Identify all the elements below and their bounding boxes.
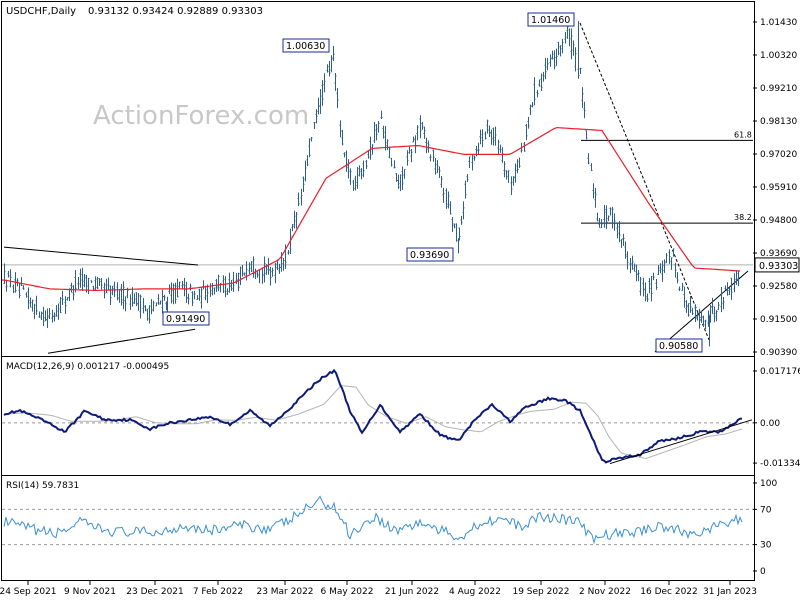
fib-level-label: 38.2 <box>734 213 752 222</box>
macd-title: MACD(12,26,9) 0.001217 -0.000495 <box>6 362 169 372</box>
x-tick-label: 7 Feb 2022 <box>193 587 243 597</box>
annotation-box <box>406 247 454 262</box>
x-tick-label: 23 Mar 2022 <box>256 587 313 597</box>
rsi-line <box>3 495 743 545</box>
symbol-label: USDCHF,Daily <box>6 6 76 17</box>
x-tick-label: 19 Sep 2022 <box>512 587 569 597</box>
macd-trendline <box>609 419 753 465</box>
price-tick-label: 1.01430 <box>760 18 797 28</box>
price-tick-label: 0.94800 <box>760 216 797 226</box>
price-tick-label: 0.93690 <box>760 249 797 259</box>
macd-tick-label: 0.00 <box>760 419 780 429</box>
ohlc-label: 0.93132 0.93424 0.92889 0.93303 <box>88 6 263 17</box>
price-tick-label: 0.97020 <box>760 150 797 160</box>
x-tick-label: 16 Dec 2022 <box>640 587 698 597</box>
annotation-label: 1.01460 <box>531 15 570 26</box>
annotation-label: 1.00630 <box>286 41 325 52</box>
rsi-tick-label: 30 <box>760 541 772 551</box>
trendline-dashed <box>579 22 710 340</box>
price-axis: 1.01430 1.00320 0.99210 0.98130 0.97020 0.959… <box>753 18 800 358</box>
price-tick-label: 0.98130 <box>760 117 797 127</box>
x-axis: 24 Sep 2021 9 Nov 2021 23 Dec 2021 7 Feb 20… <box>0 581 757 597</box>
rsi-plot <box>2 495 753 546</box>
rsi-tick-label: 100 <box>760 479 777 489</box>
price-tick-label: 0.90390 <box>760 348 797 358</box>
annotation-label: 0.90580 <box>659 341 698 352</box>
annotation-label: 0.93690 <box>410 250 449 261</box>
x-tick-label: 6 May 2022 <box>321 587 374 597</box>
annotation-box <box>282 38 330 53</box>
macd-plot <box>2 368 753 465</box>
price-annotations: 1.00630 1.01460 0.93690 0.91490 0.90580 <box>162 12 703 353</box>
price-trendlines <box>3 22 749 354</box>
x-tick-label: 23 Dec 2021 <box>126 587 184 597</box>
x-tick-label: 21 Jun 2022 <box>385 587 439 597</box>
price-grid: 61.8 38.2 <box>2 130 753 266</box>
trendline-lower <box>47 328 196 354</box>
current-price-box <box>754 257 800 273</box>
macd-signal-line <box>4 385 743 460</box>
rsi-title: RSI(14) 59.7831 <box>6 481 79 491</box>
trendline-upper <box>3 246 199 266</box>
moving-average <box>1 126 741 291</box>
fib-level-label: 61.8 <box>734 130 752 139</box>
watermark: ActionForex.com <box>93 101 309 131</box>
macd-axis: 0.017176 0.00 -0.01334 <box>753 367 800 469</box>
price-candles <box>3 21 740 347</box>
annotation-label: 0.91490 <box>166 314 205 325</box>
macd-line <box>3 368 743 464</box>
annotation-box <box>162 311 210 326</box>
x-tick-label: 4 Aug 2022 <box>449 587 501 597</box>
price-tick-label: 0.95910 <box>760 183 797 193</box>
annotation-box <box>655 338 703 353</box>
rsi-tick-label: 70 <box>760 505 772 515</box>
x-tick-label: 31 Jan 2023 <box>703 587 757 597</box>
x-tick-label: 24 Sep 2021 <box>0 587 57 597</box>
macd-tick-label: -0.01334 <box>760 459 800 469</box>
price-tick-label: 0.92580 <box>760 282 797 292</box>
chart-frame <box>1 1 755 581</box>
annotation-box <box>527 12 575 27</box>
x-tick-label: 2 Nov 2022 <box>579 587 631 597</box>
macd-tick-label: 0.017176 <box>760 367 800 377</box>
rsi-axis: 100 70 30 0 <box>753 479 777 577</box>
x-tick-label: 9 Nov 2021 <box>64 587 116 597</box>
rsi-tick-label: 0 <box>760 567 766 577</box>
ma-line <box>1 126 741 291</box>
price-tick-label: 0.99210 <box>760 84 797 94</box>
price-tick-label: 1.00320 <box>760 51 797 61</box>
price-tick-label: 0.91500 <box>760 315 797 325</box>
current-price-label: 0.93303 <box>759 261 798 272</box>
